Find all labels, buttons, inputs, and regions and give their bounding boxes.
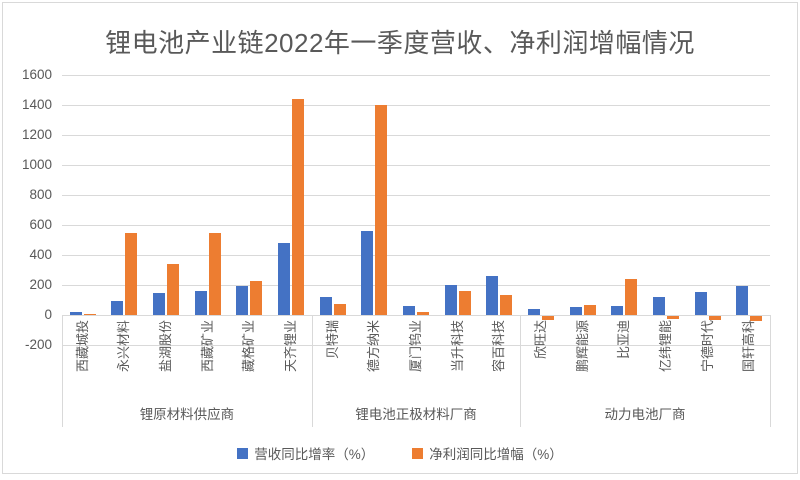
revenue-bar [569, 306, 582, 315]
group-label: 锂原材料供应商 [139, 407, 235, 422]
y-tick-label: 1000 [21, 157, 52, 172]
company-label: 欣旺达 [532, 319, 548, 359]
y-tick-label: 0 [44, 307, 52, 322]
revenue-bar [236, 285, 249, 315]
profit-bar [250, 281, 263, 315]
revenue-bar [736, 285, 749, 315]
company-label: 当升科技 [449, 319, 465, 372]
company-label: 贝特瑞 [324, 319, 340, 359]
revenue-bar [153, 292, 166, 315]
revenue-bar [652, 296, 665, 315]
y-tick-label: 200 [29, 277, 52, 292]
revenue-bar [444, 285, 457, 315]
company-label: 德方纳米 [366, 319, 382, 372]
revenue-bar [361, 231, 374, 315]
profit-bar [375, 105, 388, 315]
group-label: 锂电池正极材料厂商 [355, 407, 477, 422]
gridline [62, 225, 770, 226]
gridline [62, 195, 770, 196]
group-label: 动力电池厂商 [604, 407, 686, 422]
profit-bar [500, 294, 513, 315]
revenue-bar [486, 275, 499, 315]
y-tick-label: 1600 [21, 67, 52, 82]
gridline [62, 315, 770, 316]
gridline [62, 255, 770, 256]
profit-bar [125, 232, 138, 315]
legend-label: 营收同比增率（%） [254, 447, 375, 462]
gridline [62, 135, 770, 136]
company-label: 亿纬锂能 [657, 319, 673, 372]
revenue-bar [319, 297, 332, 315]
profit-bar [625, 279, 638, 315]
profit-bar [666, 316, 679, 319]
revenue-bar [403, 305, 415, 315]
profit-bar [583, 304, 596, 315]
profit-bar [541, 316, 554, 320]
company-label: 厦门钨业 [408, 319, 423, 372]
company-label: 鹏辉能源 [574, 319, 590, 372]
y-tick-label: 800 [29, 187, 52, 202]
company-label: 藏格矿业 [241, 319, 257, 372]
revenue-bar [111, 300, 124, 315]
y-tick-label: 600 [29, 217, 52, 232]
gridline [62, 285, 770, 286]
gridline [62, 75, 770, 76]
profit-bar [417, 312, 429, 315]
revenue-bar [194, 291, 207, 315]
y-tick-label: -200 [24, 337, 52, 352]
gridline [62, 105, 770, 106]
profit-bar [458, 290, 471, 315]
revenue-bar [69, 312, 82, 315]
company-label: 容百科技 [491, 319, 507, 372]
profit-bar [292, 99, 305, 315]
company-label: 西藏城投 [74, 319, 90, 372]
legend-swatch [237, 447, 249, 459]
legend: 营收同比增率（%） 净利润同比增幅（%） [0, 443, 800, 463]
y-tick-label: 400 [29, 247, 52, 262]
group-separator [62, 315, 63, 427]
legend-item: 净利润同比增幅（%） [412, 443, 563, 463]
y-tick-label: 1400 [21, 97, 52, 112]
gridline [62, 345, 770, 346]
company-label: 国轩高科 [741, 319, 757, 372]
revenue-bar [527, 309, 540, 315]
group-separator [770, 315, 771, 427]
revenue-bar [611, 305, 624, 315]
profit-bar [83, 313, 96, 315]
company-label: 西藏矿业 [199, 319, 215, 372]
profit-bar [708, 316, 721, 320]
company-label: 永兴材料 [116, 319, 132, 372]
company-label: 盐湖股份 [158, 319, 174, 372]
y-tick-label: 1200 [21, 127, 52, 142]
company-label: 天齐锂业 [283, 319, 299, 372]
company-label: 宁德时代 [699, 319, 715, 372]
chart-title: 锂电池产业链2022年一季度营收、净利润增幅情况 [105, 28, 695, 58]
profit-bar [333, 304, 346, 315]
revenue-bar [694, 292, 707, 315]
group-separator [311, 315, 313, 427]
legend-swatch [412, 447, 424, 459]
profit-bar [167, 264, 180, 315]
gridline [62, 165, 770, 166]
legend-item: 营收同比增率（%） [237, 443, 374, 463]
revenue-bar [278, 243, 291, 315]
group-separator [520, 315, 522, 427]
profit-bar [750, 316, 763, 321]
company-label: 比亚迪 [616, 319, 632, 359]
profit-bar [208, 232, 221, 315]
legend-label: 净利润同比增幅（%） [429, 447, 563, 462]
